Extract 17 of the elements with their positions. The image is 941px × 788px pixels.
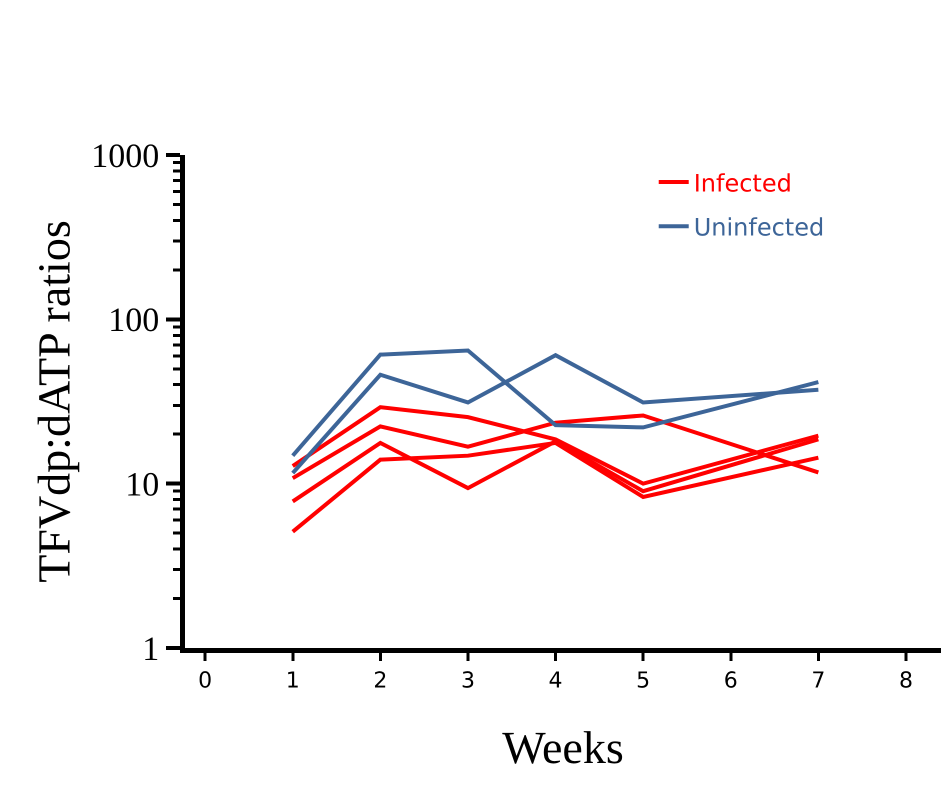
x-tick-label: 7 [811, 668, 826, 694]
x-tick-label: 2 [373, 668, 388, 694]
legend-label: Uninfected [694, 214, 824, 242]
y-tick-label: 100 [108, 302, 160, 340]
legend-label: Infected [694, 169, 792, 198]
x-axis-title: Weeks [502, 722, 624, 774]
x-tick-label: 5 [636, 668, 650, 694]
y-tick-label: 1000 [91, 138, 160, 175]
x-tick-label: 0 [198, 668, 212, 694]
y-tick-label: 10 [125, 466, 160, 504]
x-tick-label: 4 [548, 668, 563, 694]
x-tick-label: 1 [286, 668, 300, 694]
y-tick-label: 1 [142, 630, 160, 668]
x-tick-label: 3 [460, 668, 475, 694]
y-axis-title: TFVdp:dATP ratios [28, 220, 80, 583]
x-tick-label: 6 [724, 668, 738, 694]
x-tick-label: 8 [898, 668, 913, 694]
